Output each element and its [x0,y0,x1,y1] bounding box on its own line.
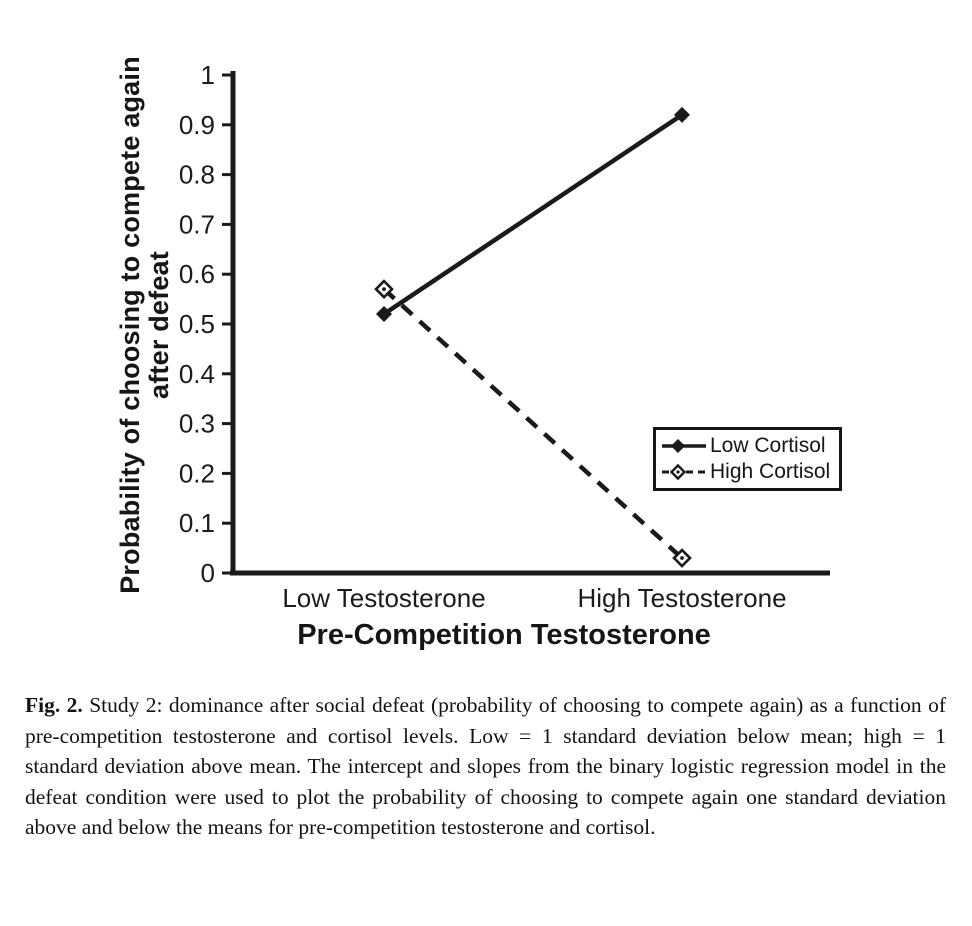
y-tick-label: 0.4 [179,359,215,389]
y-axis-title-line2: after defeat [144,251,174,399]
y-tick-label: 0 [201,558,215,588]
x-axis-title: Pre-Competition Testosterone [297,619,711,651]
marker-filled-diamond [674,106,690,123]
y-tick-label: 0.7 [179,209,215,239]
figure-caption-label: Fig. 2. [25,693,83,717]
series-line-low-cortisol [382,112,684,316]
legend-label-high-cortisol: High Cortisol [710,460,831,483]
series-line-high-cortisol [382,287,684,560]
x-tick-label-low-testosterone: Low Testosterone [282,583,486,613]
marker-filled-diamond [376,306,392,323]
y-tick-label: 0.2 [179,458,215,488]
y-tick-label: 0.6 [179,259,215,289]
legend-entry-low-cortisol: Low Cortisol [661,434,830,458]
y-tick-label: 0.9 [179,110,215,140]
y-tick-label: 1 [201,60,215,90]
solid-line-filled-diamond-icon [662,439,706,453]
y-tick-label: 0.1 [179,508,215,538]
y-tick-label: 0.8 [179,160,215,190]
figure-caption: Fig. 2. Study 2: dominance after social … [25,690,946,843]
x-tick-label-high-testosterone: High Testosterone [577,583,787,613]
marker-open-diamond-dot [382,287,386,292]
y-axis-title-line1: Probability of choosing to compete again [115,56,145,594]
marker-open-diamond-dot [680,556,684,560]
y-tick-label: 0.3 [179,409,215,439]
y-axis-title: Probability of choosing to compete again… [115,45,174,605]
plot-svg: 0 0.1 0.2 0.3 0.4 0.5 0.6 0.7 0.8 0.9 1 [179,60,830,588]
legend: Low Cortisol High Cortisol [653,427,843,491]
dashed-line-open-diamond-icon [662,463,706,481]
figure-caption-text: Study 2: dominance after social defeat (… [25,693,947,839]
legend-entry-high-cortisol: High Cortisol [661,460,830,484]
figure-chart: 0 0.1 0.2 0.3 0.4 0.5 0.6 0.7 0.8 0.9 1 Probabilit… [115,45,843,651]
y-tick-label: 0.5 [179,309,215,339]
legend-label-low-cortisol: Low Cortisol [710,434,826,457]
